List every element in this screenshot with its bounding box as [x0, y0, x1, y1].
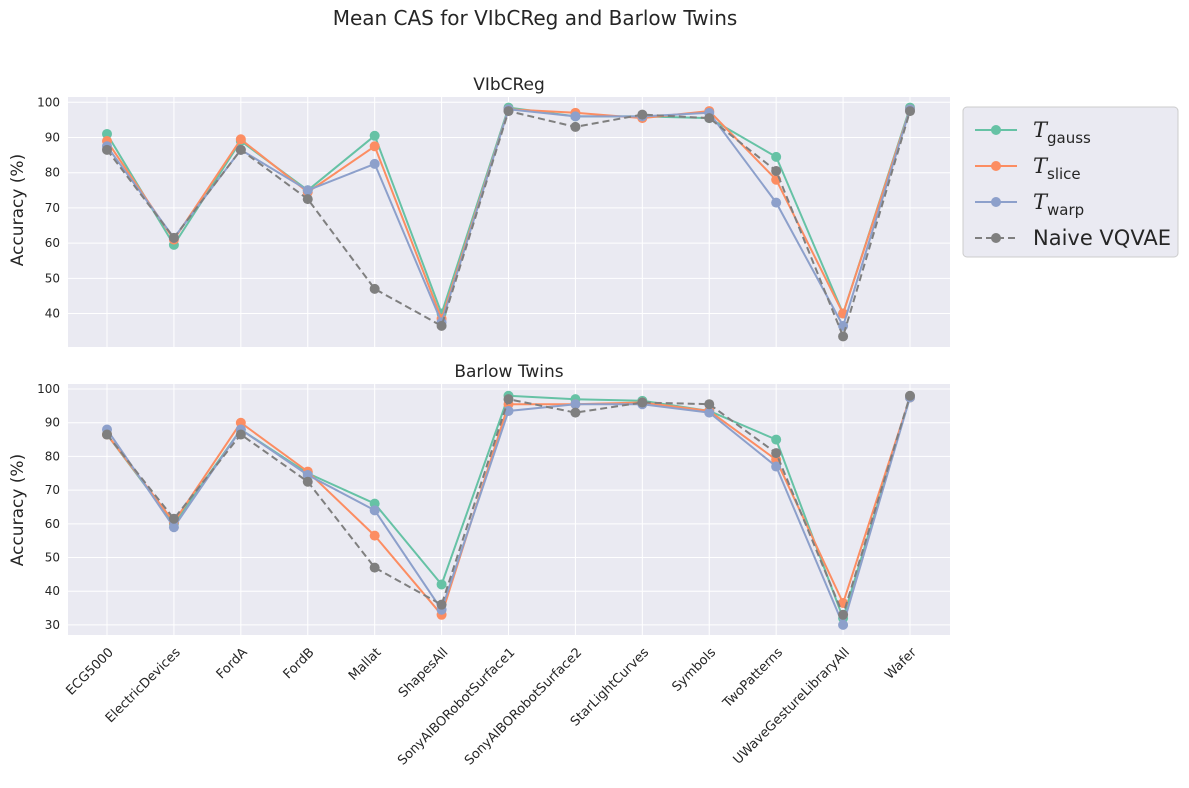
- series-naive-vqvae: [102, 390, 915, 620]
- legend-entry: Tgauss: [975, 118, 1091, 147]
- data-point: [570, 121, 581, 132]
- panel-barlow-twins: Barlow Twins Accuracy (%) 30 40 50 60 70 80 90…: [8, 362, 950, 635]
- legend-marker: [991, 161, 1001, 171]
- x-tick-label: Mallat: [346, 645, 385, 684]
- data-point: [503, 106, 514, 117]
- data-point: [838, 609, 849, 620]
- y-tick-label: 90: [45, 416, 60, 430]
- figure-title: Mean CAS for VIbCReg and Barlow Twins: [333, 6, 738, 30]
- data-point: [168, 513, 179, 524]
- legend-marker: [991, 125, 1001, 135]
- y-tick-label: 100: [37, 382, 60, 396]
- y-tick-label: 70: [45, 201, 60, 215]
- y-tick-label: 70: [45, 483, 60, 497]
- legend-entry: Naive VQVAE: [975, 226, 1171, 250]
- x-tick-label: Wafer: [882, 645, 920, 683]
- panel-title-vibcreg: VIbCReg: [473, 75, 545, 95]
- y-tick-label: 50: [45, 551, 60, 565]
- data-point: [168, 522, 179, 533]
- legend-marker: [991, 197, 1001, 207]
- x-tick-label: FordB: [281, 645, 318, 682]
- panel-vibcreg: VIbCReg Accuracy (%) 40 50 60 70 80 90 100: [8, 75, 950, 347]
- data-point: [503, 405, 514, 416]
- data-point: [369, 130, 380, 141]
- data-point: [637, 397, 648, 408]
- legend-marker: [991, 233, 1001, 243]
- x-tick-label: SonyAIBORobotSurface2: [462, 645, 585, 768]
- y-tick-label: 60: [45, 236, 60, 250]
- data-point: [235, 134, 246, 145]
- y-tick-label: 50: [45, 271, 60, 285]
- y-tick-label: 30: [45, 618, 60, 632]
- legend-frame: [962, 106, 1179, 258]
- data-point: [503, 394, 514, 405]
- data-point: [838, 331, 849, 342]
- data-point: [570, 111, 581, 122]
- x-tick-label: FordA: [214, 645, 251, 682]
- x-tick-label: ECG5000: [63, 645, 116, 698]
- gridlines: [68, 384, 950, 635]
- data-point: [102, 128, 112, 139]
- data-point: [235, 429, 246, 440]
- x-tick-label: UWaveGestureLibraryAll: [731, 645, 853, 767]
- legend-label: Tslice: [1033, 154, 1081, 183]
- data-point: [369, 505, 380, 516]
- x-tick-label: SonyAIBORobotSurface1: [395, 645, 518, 768]
- data-point: [771, 461, 782, 472]
- legend-entry: Twarp: [975, 190, 1084, 219]
- data-point: [570, 399, 581, 410]
- y-axis-label-vibcreg: Accuracy (%): [8, 154, 28, 266]
- y-tick-label: 100: [37, 95, 60, 109]
- data-point: [905, 106, 915, 117]
- data-point: [369, 141, 380, 152]
- y-tick-label: 40: [45, 584, 60, 598]
- data-point: [302, 476, 313, 487]
- legend-entry: Tslice: [975, 154, 1081, 183]
- data-point: [771, 165, 782, 176]
- data-point: [436, 320, 447, 331]
- data-point: [302, 194, 313, 205]
- data-point: [369, 562, 380, 573]
- data-point: [838, 619, 849, 630]
- y-tick-label: 90: [45, 130, 60, 144]
- data-point: [704, 399, 715, 410]
- data-point: [102, 144, 112, 155]
- data-point: [704, 407, 715, 418]
- legend-label: Naive VQVAE: [1033, 226, 1171, 250]
- data-point: [436, 599, 447, 610]
- legend-label: Tgauss: [1033, 118, 1091, 147]
- data-point: [905, 390, 915, 401]
- data-point: [771, 197, 782, 208]
- data-point: [704, 113, 715, 124]
- data-point: [102, 429, 112, 440]
- data-point: [369, 283, 380, 294]
- data-point: [369, 158, 380, 169]
- data-point: [570, 407, 581, 418]
- data-point: [771, 434, 782, 445]
- data-point: [771, 151, 782, 162]
- x-tick-label: ShapesAll: [396, 645, 452, 701]
- data-point: [436, 579, 447, 590]
- legend-label: Twarp: [1033, 190, 1084, 219]
- y-tick-label: 60: [45, 517, 60, 531]
- y-tick-label: 40: [45, 307, 60, 321]
- y-tick-label: 80: [45, 166, 60, 180]
- data-point: [235, 144, 246, 155]
- y-axis-label-barlow-twins: Accuracy (%): [8, 454, 28, 566]
- x-tick-label: Symbols: [669, 645, 719, 695]
- series-naive-vqvae: [102, 106, 915, 342]
- data-point: [637, 109, 648, 120]
- data-point: [771, 448, 782, 459]
- data-point: [302, 185, 313, 196]
- legend: Tgauss Tslice Twarp Naive VQVAE: [962, 106, 1179, 258]
- y-tick-label: 80: [45, 449, 60, 463]
- data-point: [168, 232, 179, 243]
- x-tick-label: TwoPatterns: [720, 645, 787, 712]
- panel-title-barlow-twins: Barlow Twins: [454, 362, 563, 382]
- data-point: [369, 530, 380, 541]
